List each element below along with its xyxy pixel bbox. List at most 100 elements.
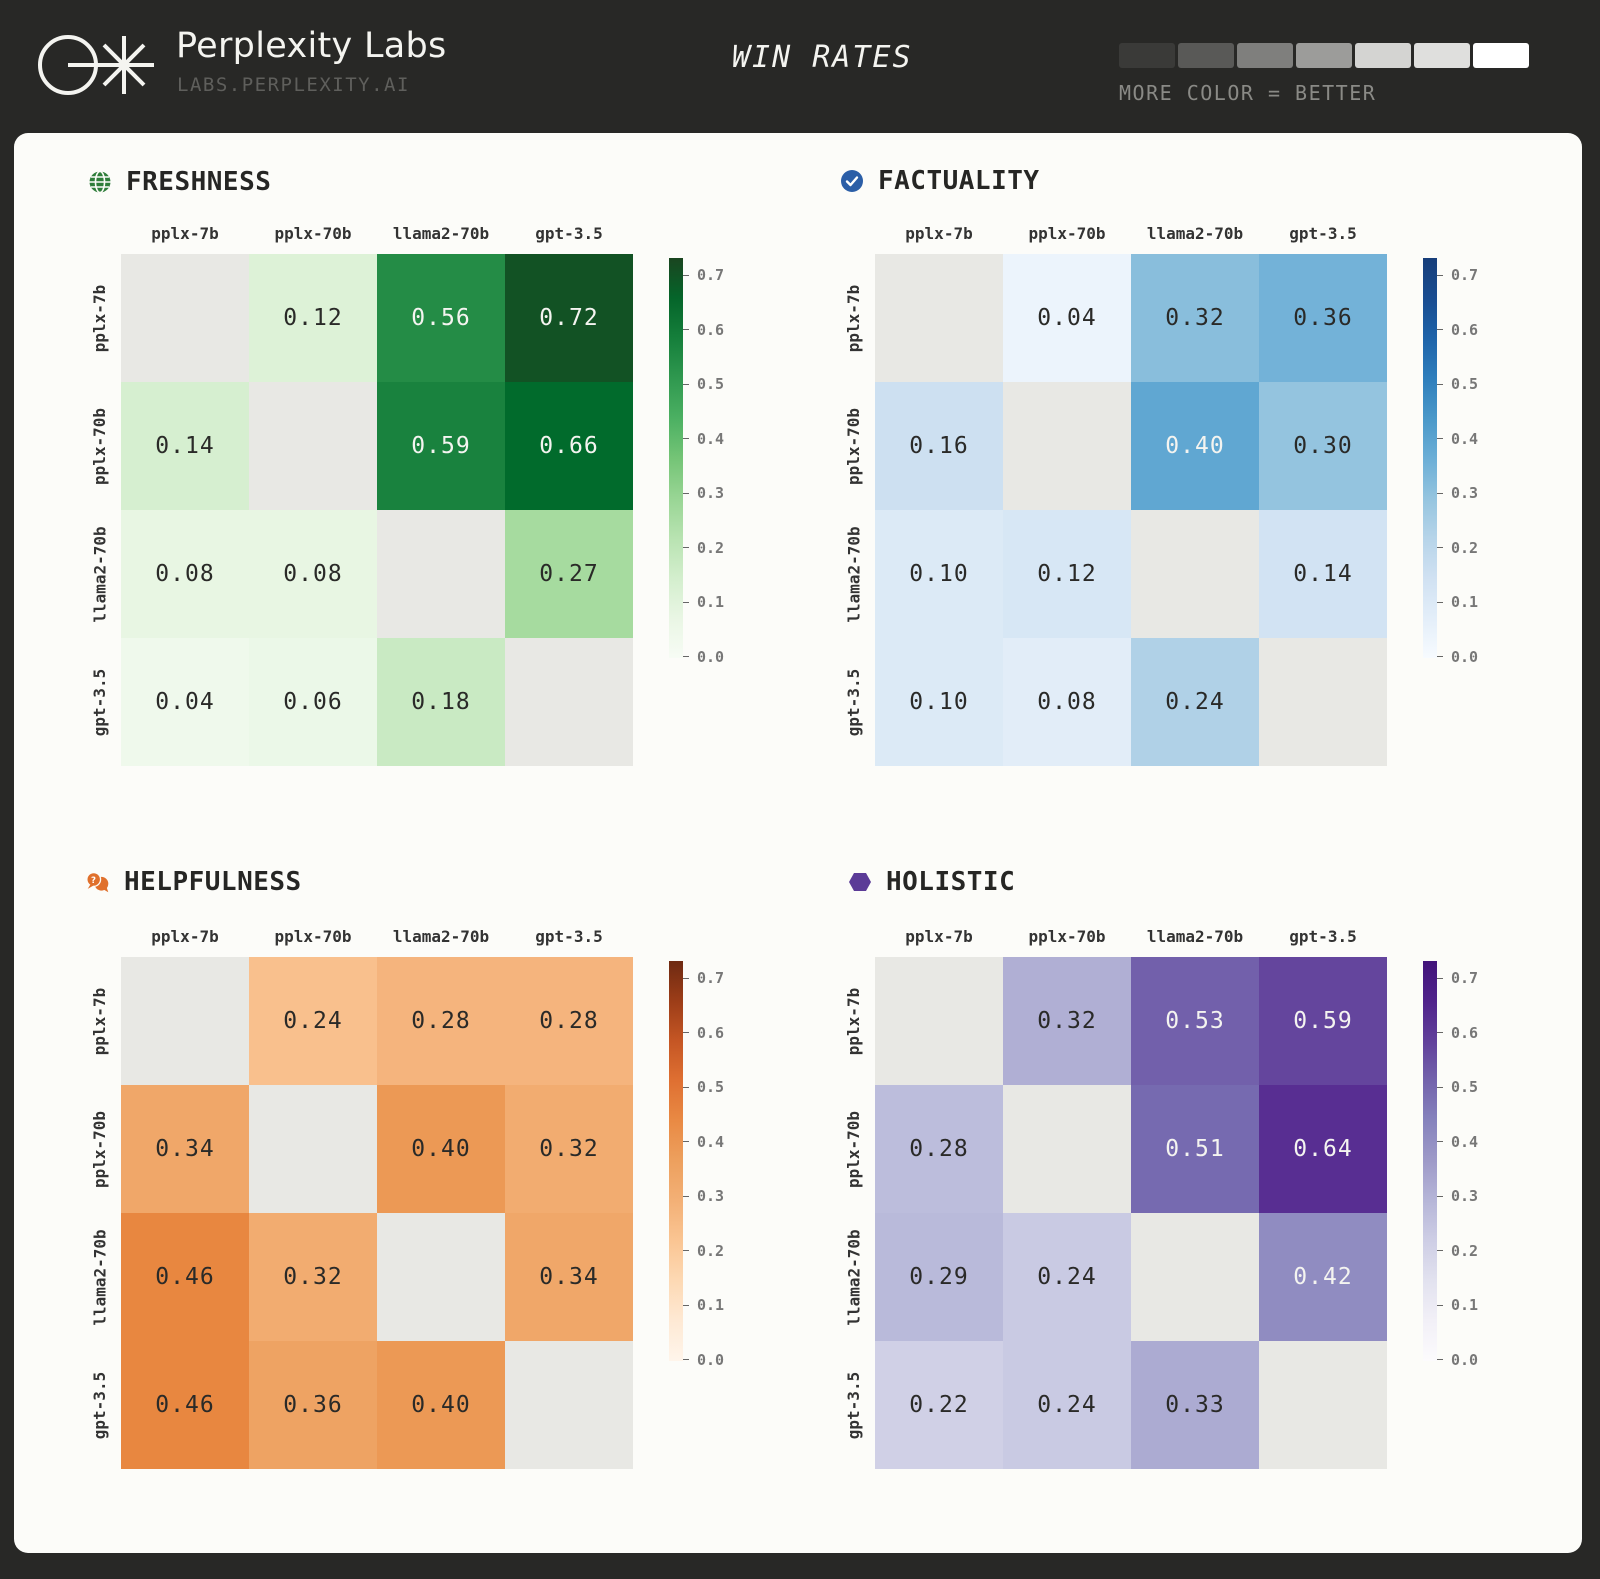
heatmap-cell (121, 254, 249, 382)
legend-swatch (1237, 43, 1293, 68)
heatmap-cell: 0.10 (875, 638, 1003, 766)
perplexity-labs-logo-icon (38, 35, 154, 95)
factuality-chart: FACTUALITY pplx-7b pplx-70b llama2-70b gpt-… (768, 133, 1508, 773)
heatmap-cell: 0.40 (1131, 382, 1259, 510)
heatmap-grid: 0.12 0.56 0.72 0.14 0.59 0.66 0.08 0.08 0.27 0.04… (121, 254, 633, 766)
heatmap-cell: 0.56 (377, 254, 505, 382)
heatmap-cell (1131, 1213, 1259, 1341)
heatmap-cell (249, 1085, 377, 1213)
row-labels: pplx-7b pplx-70b llama2-70b gpt-3.5 (839, 957, 869, 1469)
colorbar-ticks: 0.7 0.6 0.5 0.4 0.3 0.2 0.1 0.0 (683, 258, 743, 666)
column-label: llama2-70b (392, 224, 490, 243)
heatmap-cell: 0.27 (505, 510, 633, 638)
heatmap-cell: 0.59 (1259, 957, 1387, 1085)
color-legend-swatches (1119, 43, 1529, 68)
colorbar-tick: 0.3 (1437, 484, 1478, 502)
colorbar-tick: 0.2 (1437, 1242, 1478, 1260)
colorbar-ticks: 0.7 0.6 0.5 0.4 0.3 0.2 0.1 0.0 (1437, 258, 1497, 666)
color-legend-caption: MORE COLOR = BETTER (1119, 81, 1377, 105)
charts-panel: FRESHNESS pplx-7b pplx-70b llama2-70b gpt-3… (14, 133, 1582, 1553)
row-label: llama2-70b (90, 1228, 110, 1326)
chart-title: FACTUALITY (840, 166, 1040, 196)
colorbar-tick: 0.7 (1437, 969, 1478, 987)
chart-title-text: HELPFULNESS (124, 867, 302, 897)
heatmap-cell: 0.24 (249, 957, 377, 1085)
colorbar-tick: 0.4 (1437, 1133, 1478, 1151)
column-label: gpt-3.5 (1289, 927, 1357, 946)
heatmap-cell: 0.30 (1259, 382, 1387, 510)
heatmap-cell: 0.36 (249, 1341, 377, 1469)
heatmap-cell (1003, 382, 1131, 510)
colorbar-ticks: 0.7 0.6 0.5 0.4 0.3 0.2 0.1 0.0 (683, 961, 743, 1369)
column-label: llama2-70b (1146, 224, 1244, 243)
heatmap-cell: 0.08 (121, 510, 249, 638)
colorbar-tick: 0.3 (683, 1187, 724, 1205)
colorbar-tick: 0.0 (1437, 648, 1478, 666)
heatmap-cell: 0.42 (1259, 1213, 1387, 1341)
colorbar-tick: 0.5 (1437, 1078, 1478, 1096)
chart-title-text: FRESHNESS (126, 167, 272, 197)
heatmap-cell: 0.59 (377, 382, 505, 510)
column-label: pplx-70b (1028, 927, 1106, 946)
heatmap-cell: 0.32 (505, 1085, 633, 1213)
column-labels: pplx-7b pplx-70b llama2-70b gpt-3.5 (875, 927, 1387, 946)
heatmap-cell (377, 1213, 505, 1341)
heatmap-cell: 0.36 (1259, 254, 1387, 382)
row-label: gpt-3.5 (90, 668, 110, 736)
page-title: WIN RATES (732, 40, 913, 75)
column-label: llama2-70b (1146, 927, 1244, 946)
colorbar-tick: 0.0 (683, 648, 724, 666)
heatmap-cell: 0.06 (249, 638, 377, 766)
row-labels: pplx-7b pplx-70b llama2-70b gpt-3.5 (85, 957, 115, 1469)
heatmap-grid: 0.24 0.28 0.28 0.34 0.40 0.32 0.46 0.32 0.34 0.46… (121, 957, 633, 1469)
heatmap-cell: 0.22 (875, 1341, 1003, 1469)
heatmap-cell: 0.10 (875, 510, 1003, 638)
row-label: pplx-7b (844, 987, 864, 1055)
column-label: pplx-7b (905, 224, 973, 243)
column-label: pplx-7b (151, 224, 219, 243)
colorbar (1423, 258, 1437, 658)
heatmap-cell: 0.16 (875, 382, 1003, 510)
chart-title: HOLISTIC (848, 867, 1015, 897)
heatmap-cell: 0.12 (1003, 510, 1131, 638)
heatmap-cell: 0.34 (121, 1085, 249, 1213)
colorbar-tick: 0.4 (683, 1133, 724, 1151)
heatmap-cell: 0.51 (1131, 1085, 1259, 1213)
colorbar-tick: 0.0 (1437, 1351, 1478, 1369)
heatmap-cell: 0.29 (875, 1213, 1003, 1341)
heatmap-cell (1259, 638, 1387, 766)
row-label: pplx-70b (90, 407, 110, 485)
heatmap-cell (1131, 510, 1259, 638)
colorbar-tick: 0.1 (1437, 1296, 1478, 1314)
row-label: pplx-7b (844, 284, 864, 352)
check-circle-icon (840, 169, 864, 193)
heatmap-cell: 0.66 (505, 382, 633, 510)
heatmap-cell: 0.34 (505, 1213, 633, 1341)
heatmap-cell (875, 254, 1003, 382)
legend-swatch (1296, 43, 1352, 68)
legend-swatch (1414, 43, 1470, 68)
heatmap-cell: 0.46 (121, 1341, 249, 1469)
heatmap-cell: 0.32 (249, 1213, 377, 1341)
heatmap-cell (505, 1341, 633, 1469)
heatmap-cell: 0.04 (121, 638, 249, 766)
colorbar-tick: 0.6 (1437, 1024, 1478, 1042)
row-labels: pplx-7b pplx-70b llama2-70b gpt-3.5 (839, 254, 869, 766)
legend-swatch (1355, 43, 1411, 68)
heatmap-cell: 0.24 (1131, 638, 1259, 766)
heatmap-cell (1003, 1085, 1131, 1213)
legend-swatch (1178, 43, 1234, 68)
column-label: llama2-70b (392, 927, 490, 946)
row-label: llama2-70b (844, 1228, 864, 1326)
chart-title: ? HELPFULNESS (86, 867, 302, 897)
row-label: pplx-70b (844, 1110, 864, 1188)
holistic-chart: HOLISTIC pplx-7b pplx-70b llama2-70b gpt-3.… (768, 836, 1508, 1476)
helpfulness-chart: ? HELPFULNESS pplx-7b pplx-70b llama2-70b g… (14, 836, 754, 1476)
heatmap-cell (121, 957, 249, 1085)
colorbar-tick: 0.1 (683, 1296, 724, 1314)
colorbar-tick: 0.5 (1437, 375, 1478, 393)
heatmap-cell: 0.28 (505, 957, 633, 1085)
column-label: pplx-70b (1028, 224, 1106, 243)
heatmap-cell: 0.40 (377, 1341, 505, 1469)
chat-question-icon: ? (86, 870, 110, 894)
